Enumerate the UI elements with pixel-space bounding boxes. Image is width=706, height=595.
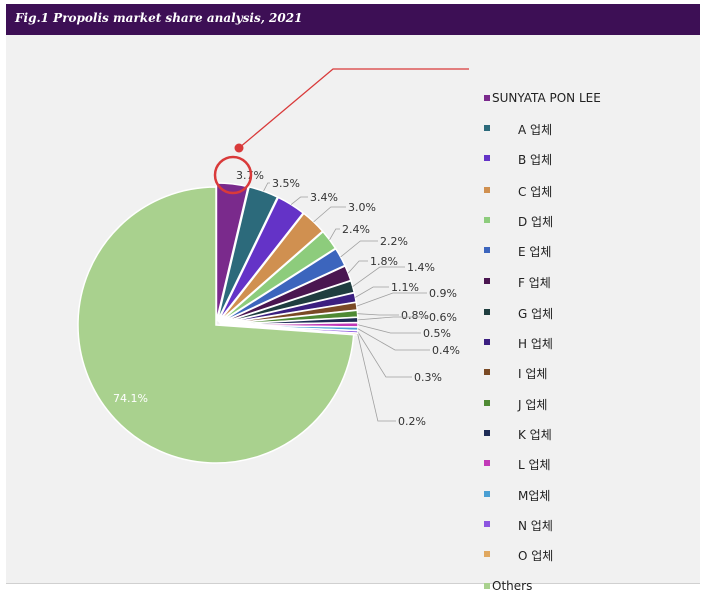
data-label-g: 1.4%: [407, 261, 435, 274]
legend-swatch: [484, 155, 490, 161]
data-label-b: 3.4%: [310, 191, 338, 204]
leader-line-g: [352, 266, 405, 287]
legend-swatch: [484, 430, 490, 436]
legend-label: K 업체: [518, 428, 552, 442]
legend-label: N 업체: [518, 519, 553, 533]
data-label-a: 3.5%: [272, 177, 300, 190]
data-label-i: 0.9%: [429, 287, 457, 300]
legend-swatch: [484, 217, 490, 223]
legend-swatch: [484, 521, 490, 527]
legend-label: L 업체: [518, 458, 551, 472]
leader-line-e: [340, 240, 378, 258]
pie-slice-others: [77, 186, 355, 464]
legend-label: I 업체: [518, 367, 548, 381]
leader-line-b: [290, 196, 308, 205]
leader-line-a: [263, 182, 270, 192]
leader-line-n: [357, 331, 412, 378]
legend-label: SUNYATA PON LEE: [492, 91, 601, 105]
leader-line-l: [357, 324, 421, 334]
leader-line-i: [356, 292, 427, 307]
data-label-k: 0.6%: [429, 311, 457, 324]
legend-swatch: [484, 400, 490, 406]
legend-swatch: [484, 460, 490, 466]
leader-line-c: [313, 206, 346, 223]
data-label-f: 1.8%: [370, 255, 398, 268]
leader-line-f: [347, 260, 368, 274]
leader-line-o: [357, 334, 396, 422]
data-label-c: 3.0%: [348, 201, 376, 214]
legend-label: O 업체: [518, 549, 554, 563]
leader-line-m: [357, 328, 430, 351]
leader-line-d: [329, 228, 340, 240]
legend-label: B 업체: [518, 153, 553, 167]
legend-label: F 업체: [518, 276, 551, 290]
data-label-e: 2.2%: [380, 235, 408, 248]
chart-title: Fig.1 Propolis market share analysis, 20…: [15, 11, 303, 25]
data-label-others: 74.1%: [113, 392, 148, 405]
data-label-m: 0.4%: [432, 344, 460, 357]
legend-label: A 업체: [518, 123, 553, 137]
legend-label: D 업체: [518, 215, 554, 229]
legend-swatch: [484, 583, 490, 589]
legend-label: J 업체: [518, 398, 548, 412]
legend-swatch: [484, 187, 490, 193]
legend-swatch: [484, 339, 490, 345]
legend-swatch: [484, 95, 490, 101]
leader-line-k: [357, 316, 427, 321]
legend-swatch: [484, 247, 490, 253]
legend-swatch: [484, 309, 490, 315]
highlight-circle: [213, 155, 253, 195]
data-label-j: 0.8%: [401, 309, 429, 322]
pie-chart: 3.7%3.5%3.4%3.0%2.4%2.2%1.8% 1.4%1.1% 0.9%…: [77, 68, 469, 464]
data-label-h: 1.1%: [391, 281, 419, 294]
legend-swatch: [484, 278, 490, 284]
data-label-d: 2.4%: [342, 223, 370, 236]
legend-label: M업체: [518, 489, 551, 503]
leader-line-h: [355, 286, 389, 298]
legend-swatch: [484, 551, 490, 557]
data-label-n: 0.3%: [414, 371, 442, 384]
legend-label: G 업체: [518, 307, 554, 321]
leader-line-j: [357, 313, 399, 316]
chart-panel: 3.7% 3.5% 3.4% 3.0% 2.4% 2.2% 1.8% 1.4% 1.1% 0.9%…: [6, 35, 700, 593]
data-label-l: 0.5%: [423, 327, 451, 340]
legend-label: H 업체: [518, 337, 553, 351]
legend-swatch: [484, 125, 490, 131]
legend-label: E 업체: [518, 245, 552, 259]
callout-line: [238, 68, 469, 149]
data-label-o: 0.2%: [398, 415, 426, 428]
chart-header: Fig.1 Propolis market share analysis, 20…: [6, 4, 700, 35]
legend-label: C 업체: [518, 185, 553, 199]
legend-swatch: [484, 369, 490, 375]
legend-label: Others: [492, 579, 533, 593]
legend-swatch: [484, 491, 490, 497]
